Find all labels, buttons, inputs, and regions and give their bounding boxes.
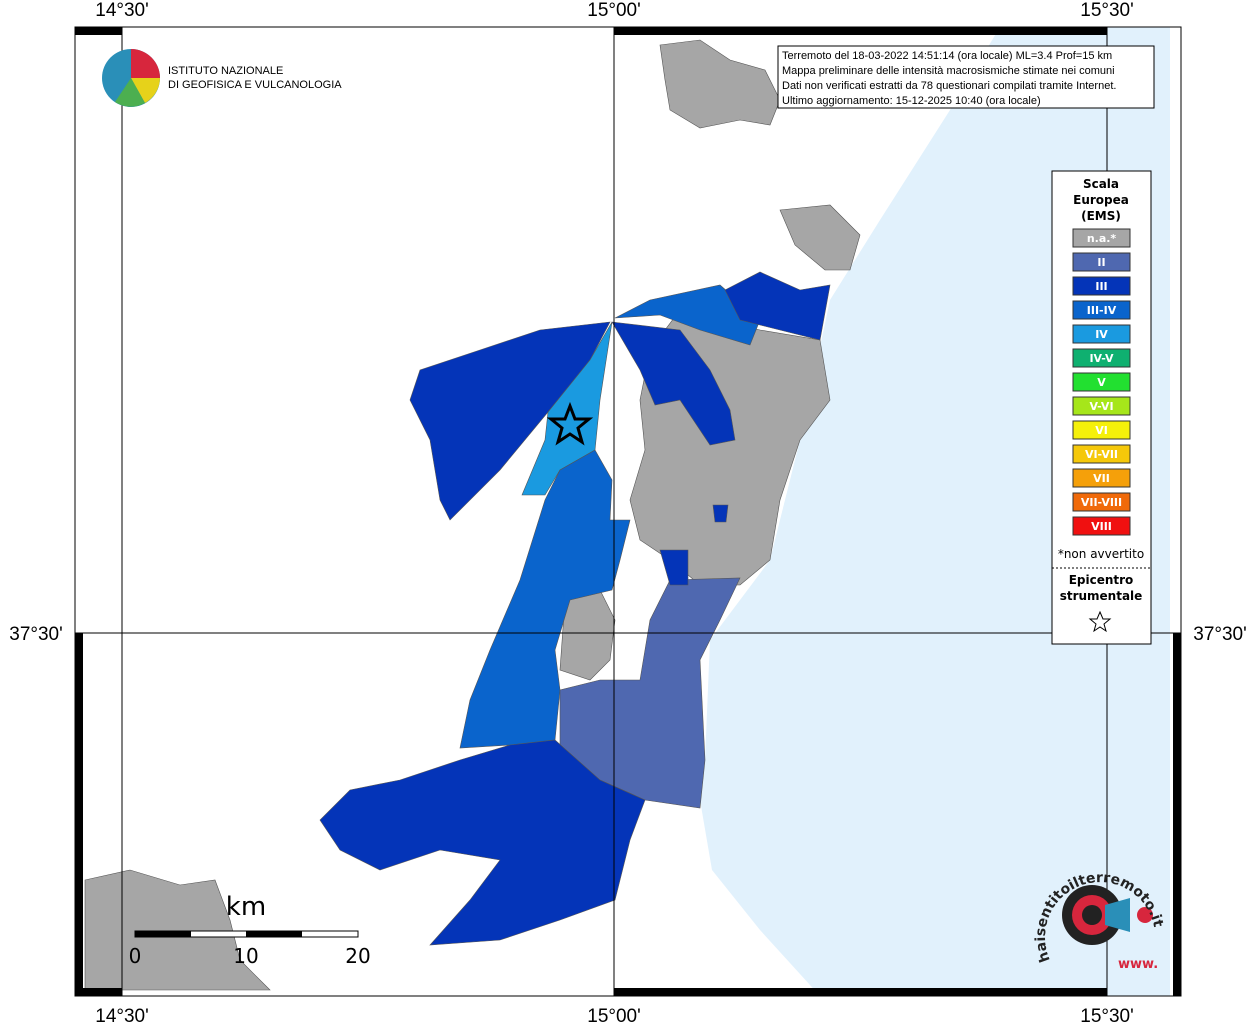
legend-swatch — [1072, 492, 1131, 512]
region — [724, 271, 831, 341]
region — [712, 504, 729, 523]
axis-label: 37°30' — [9, 624, 63, 645]
legend-label: VI — [1095, 424, 1108, 437]
axis-labels: 14°30' 15°00' 15°30' 14°30' 15°00' 15°30… — [9, 0, 1247, 1024]
legend-swatch — [1072, 516, 1131, 536]
info-line: Mappa preliminare delle intensità macros… — [782, 65, 1115, 77]
legend-label: III-IV — [1087, 304, 1117, 317]
scale-unit: km — [226, 892, 266, 922]
info-line: Terremoto del 18-03-2022 14:51:14 (ora l… — [782, 50, 1112, 62]
axis-label: 14°30' — [95, 0, 149, 21]
axis-label: 15°00' — [587, 1006, 641, 1024]
scale-label: 20 — [345, 944, 370, 968]
logo-text: DI GEOFISICA E VULCANOLOGIA — [168, 79, 342, 91]
legend-label: V-VI — [1089, 400, 1113, 413]
axis-label: 37°30' — [1193, 624, 1247, 645]
legend-swatch — [1072, 444, 1131, 464]
region — [319, 739, 646, 946]
info-line: Dati non verificati estratti da 78 quest… — [782, 80, 1116, 92]
badge-prefix: www. — [1118, 957, 1158, 972]
legend-note: *non avvertito — [1058, 547, 1144, 561]
legend-swatch — [1072, 300, 1131, 320]
region — [611, 321, 736, 446]
legend-label: VII — [1093, 472, 1110, 485]
legend-title: Europea — [1073, 193, 1129, 207]
legend-epicentre: Epicentro — [1069, 573, 1134, 587]
legend-label: II — [1097, 256, 1105, 269]
axis-label: 15°00' — [587, 0, 641, 21]
legend-label: VII-VIII — [1081, 496, 1122, 509]
legend-label: VIII — [1091, 520, 1112, 533]
legend-epicentre: strumentale — [1060, 589, 1143, 603]
axis-label: 14°30' — [95, 1006, 149, 1024]
epicentre-star — [546, 401, 594, 446]
scale-label: 0 — [129, 944, 142, 968]
region — [84, 869, 271, 991]
region — [659, 39, 781, 129]
scale-bar: km 0 10 20 — [129, 892, 371, 968]
logo: ISTITUTO NAZIONALE DI GEOFISICA E VULCAN… — [102, 49, 342, 107]
legend-label: IV-V — [1089, 352, 1114, 365]
legend-swatch — [1072, 228, 1131, 248]
legend-title: (EMS) — [1081, 209, 1121, 223]
legend-swatch — [1072, 420, 1131, 440]
legend-label: V — [1097, 376, 1106, 389]
info-box: Terremoto del 18-03-2022 14:51:14 (ora l… — [777, 45, 1155, 109]
info-line: Ultimo aggiornamento: 15-12-2025 10:40 (… — [782, 95, 1041, 107]
legend-swatch — [1072, 252, 1131, 272]
legend-label: IV — [1095, 328, 1108, 341]
legend-swatch — [1072, 372, 1131, 392]
legend-label: III — [1095, 280, 1107, 293]
logo-text: ISTITUTO NAZIONALE — [168, 65, 283, 77]
legend-title: Scala — [1083, 177, 1119, 191]
legend-swatch — [1072, 276, 1131, 296]
legend-label: VI-VII — [1085, 448, 1118, 461]
region — [779, 204, 861, 271]
legend-swatch — [1072, 348, 1131, 368]
axis-label: 15°30' — [1080, 1006, 1134, 1024]
region — [459, 449, 631, 749]
region — [521, 321, 613, 496]
legend: Scala Europea (EMS) *non avvertito Epice… — [1051, 170, 1152, 645]
axis-label: 15°30' — [1080, 0, 1134, 21]
legend-label: n.a.* — [1087, 232, 1117, 245]
frame — [74, 26, 1182, 997]
region — [659, 549, 689, 586]
legend-swatch — [1072, 396, 1131, 416]
region — [614, 284, 761, 346]
legend-swatch — [1072, 324, 1131, 344]
legend-swatch — [1072, 468, 1131, 488]
scale-label: 10 — [233, 944, 258, 968]
regions — [84, 39, 861, 991]
